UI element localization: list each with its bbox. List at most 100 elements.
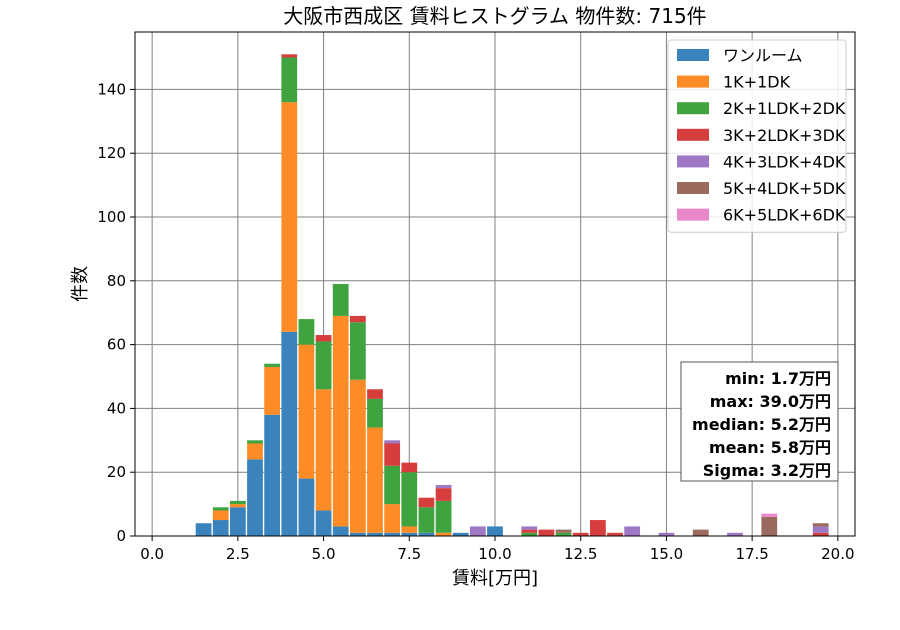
bar-segment bbox=[298, 344, 315, 479]
bar-segment bbox=[761, 516, 778, 536]
bar-segment bbox=[315, 510, 332, 536]
legend-swatch bbox=[677, 208, 709, 221]
bar-segment bbox=[349, 322, 366, 380]
bar-segment bbox=[298, 478, 315, 536]
bar-segment bbox=[384, 532, 401, 536]
bar-segment bbox=[487, 526, 503, 536]
legend-swatch bbox=[677, 155, 709, 168]
stats-line: mean: 5.8万円 bbox=[709, 438, 831, 457]
bar-segment bbox=[281, 102, 298, 332]
bar-segment bbox=[812, 523, 829, 527]
x-axis-label: 賃料[万円] bbox=[452, 568, 538, 589]
stats-box: min: 1.7万円 max: 39.0万円 median: 5.2万円 mean: … bbox=[680, 361, 839, 482]
bar-segment bbox=[384, 504, 401, 533]
y-tick-label: 20 bbox=[107, 463, 126, 481]
y-tick-label: 140 bbox=[97, 80, 126, 98]
bar-segment bbox=[281, 331, 298, 536]
x-tick-label: 15.0 bbox=[650, 545, 683, 563]
legend-entry: 3K+2LDK+3DK bbox=[723, 126, 846, 145]
bar-segment bbox=[212, 507, 229, 511]
y-tick-label: 0 bbox=[116, 527, 126, 545]
bar-segment bbox=[367, 389, 383, 399]
bar-segment bbox=[247, 440, 263, 444]
x-tick-label: 17.5 bbox=[735, 545, 768, 563]
y-tick-label: 120 bbox=[97, 144, 126, 162]
bar-segment bbox=[812, 526, 829, 533]
bar-segment bbox=[367, 427, 383, 533]
bar-segment bbox=[401, 462, 418, 473]
bar-segment bbox=[367, 532, 383, 536]
y-axis-ticks: 0 20 40 60 80 100 120 140 bbox=[97, 80, 135, 545]
legend-entry: 2K+1LDK+2DK bbox=[723, 99, 846, 118]
bar-segment bbox=[384, 465, 401, 505]
x-tick-label: 2.5 bbox=[226, 545, 250, 563]
legend-swatch bbox=[677, 75, 709, 88]
bar-segment bbox=[538, 529, 555, 536]
bar-segment bbox=[332, 284, 349, 316]
stats-line: max: 39.0万円 bbox=[710, 392, 831, 411]
bar-segment bbox=[418, 507, 435, 533]
bar-segment bbox=[229, 500, 246, 505]
bar-segment bbox=[418, 532, 435, 536]
bar-segment bbox=[264, 414, 281, 536]
bar-segment bbox=[812, 532, 829, 536]
x-tick-label: 5.0 bbox=[312, 545, 336, 563]
bar-segment bbox=[401, 472, 418, 527]
bar-segment bbox=[469, 526, 486, 536]
y-axis-label: 件数 bbox=[70, 266, 91, 302]
legend-frame bbox=[667, 39, 847, 233]
bar-segment bbox=[658, 532, 675, 536]
legend-entry: ワンルーム bbox=[723, 46, 803, 65]
bar-segment bbox=[281, 54, 298, 58]
bar-segment bbox=[555, 529, 572, 533]
bar-segment bbox=[727, 532, 743, 536]
bar-segment bbox=[521, 532, 538, 536]
bar-segment bbox=[264, 366, 281, 415]
bar-segment bbox=[589, 520, 606, 536]
bar-segment bbox=[332, 315, 349, 527]
bar-segment bbox=[692, 529, 709, 536]
bar-segment bbox=[624, 526, 641, 536]
bar-segment bbox=[315, 341, 332, 390]
legend-entry: 6K+5LDK+6DK bbox=[723, 206, 846, 225]
bar-segment bbox=[298, 319, 315, 345]
bar-segment bbox=[435, 532, 452, 536]
legend-swatch bbox=[677, 49, 709, 61]
bar-segment bbox=[435, 488, 452, 501]
stats-line: median: 5.2万円 bbox=[692, 415, 831, 434]
x-tick-label: 10.0 bbox=[478, 545, 511, 563]
bar-segment bbox=[572, 532, 589, 536]
bar-segment bbox=[401, 532, 418, 536]
bar-segment bbox=[555, 532, 572, 536]
stats-line: min: 1.7万円 bbox=[725, 369, 831, 388]
bar-segment bbox=[435, 484, 452, 489]
bar-segment bbox=[281, 57, 298, 103]
stats-line: Sigma: 3.2万円 bbox=[703, 461, 831, 480]
y-tick-label: 60 bbox=[107, 336, 126, 354]
bar-segment bbox=[607, 532, 623, 536]
bar-segment bbox=[247, 459, 263, 536]
bar-segment bbox=[349, 379, 366, 533]
legend: ワンルーム 1K+1DK 2K+1LDK+2DK 3K+2LDK+3DK 4K+3LDK… bbox=[667, 39, 847, 233]
bar-segment bbox=[384, 443, 401, 466]
bar-segment bbox=[761, 513, 778, 517]
legend-entry: 1K+1DK bbox=[723, 73, 791, 92]
x-tick-label: 12.5 bbox=[564, 545, 597, 563]
bar-segment bbox=[418, 497, 435, 508]
legend-swatch bbox=[677, 102, 709, 115]
x-tick-label: 7.5 bbox=[397, 545, 421, 563]
chart-title: 大阪市西成区 賃料ヒストグラム 物件数: 715件 bbox=[283, 4, 706, 28]
bar-segment bbox=[349, 315, 366, 323]
legend-swatch bbox=[677, 182, 709, 194]
bar-segment bbox=[229, 504, 246, 508]
bar-segment bbox=[384, 440, 401, 444]
x-axis-ticks: 0.0 2.5 5.0 7.5 10.0 12.5 15.0 17.5 20.0 bbox=[140, 536, 855, 563]
legend-entry: 5K+4LDK+5DK bbox=[723, 179, 846, 198]
y-tick-label: 40 bbox=[107, 399, 126, 417]
bar-segment bbox=[264, 363, 281, 367]
bar-segment bbox=[332, 526, 349, 536]
bars bbox=[195, 54, 829, 536]
bar-segment bbox=[367, 398, 383, 428]
y-tick-label: 80 bbox=[107, 272, 126, 290]
